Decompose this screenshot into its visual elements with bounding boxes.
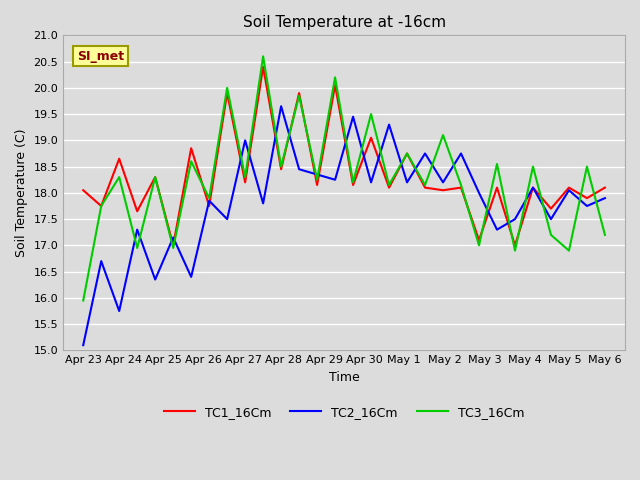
TC1_16Cm — [170, 242, 177, 248]
TC3_16Cm — [403, 151, 411, 156]
X-axis label: Time: Time — [329, 371, 360, 384]
TC2_16Cm — [385, 122, 393, 128]
TC2_16Cm — [421, 151, 429, 156]
TC3_16Cm — [385, 182, 393, 188]
TC3_16Cm — [511, 248, 519, 253]
Line: TC3_16Cm: TC3_16Cm — [83, 56, 605, 300]
TC3_16Cm — [133, 245, 141, 251]
TC2_16Cm — [601, 195, 609, 201]
TC2_16Cm — [205, 198, 213, 204]
TC2_16Cm — [133, 227, 141, 232]
TC1_16Cm — [313, 182, 321, 188]
TC3_16Cm — [565, 248, 573, 253]
TC3_16Cm — [259, 53, 267, 59]
TC1_16Cm — [223, 90, 231, 96]
TC3_16Cm — [223, 85, 231, 91]
TC1_16Cm — [332, 83, 339, 88]
TC1_16Cm — [493, 185, 501, 191]
TC3_16Cm — [367, 111, 375, 117]
TC2_16Cm — [241, 137, 249, 143]
TC2_16Cm — [403, 180, 411, 185]
TC3_16Cm — [277, 164, 285, 169]
TC1_16Cm — [295, 90, 303, 96]
TC1_16Cm — [601, 185, 609, 191]
Title: Soil Temperature at -16cm: Soil Temperature at -16cm — [243, 15, 445, 30]
TC1_16Cm — [583, 195, 591, 201]
TC2_16Cm — [97, 258, 105, 264]
TC2_16Cm — [259, 201, 267, 206]
TC1_16Cm — [529, 185, 537, 191]
TC1_16Cm — [259, 64, 267, 70]
TC1_16Cm — [277, 167, 285, 172]
TC2_16Cm — [188, 274, 195, 280]
TC2_16Cm — [313, 172, 321, 178]
TC2_16Cm — [223, 216, 231, 222]
TC2_16Cm — [79, 342, 87, 348]
TC1_16Cm — [475, 237, 483, 243]
TC1_16Cm — [349, 182, 357, 188]
TC1_16Cm — [97, 203, 105, 209]
TC1_16Cm — [367, 135, 375, 141]
TC2_16Cm — [295, 167, 303, 172]
TC1_16Cm — [511, 242, 519, 248]
TC3_16Cm — [547, 232, 555, 238]
TC3_16Cm — [79, 298, 87, 303]
TC1_16Cm — [205, 203, 213, 209]
TC3_16Cm — [475, 242, 483, 248]
Legend: TC1_16Cm, TC2_16Cm, TC3_16Cm: TC1_16Cm, TC2_16Cm, TC3_16Cm — [159, 401, 529, 424]
TC3_16Cm — [170, 245, 177, 251]
TC2_16Cm — [529, 185, 537, 191]
TC3_16Cm — [601, 232, 609, 238]
Text: SI_met: SI_met — [77, 49, 124, 62]
TC3_16Cm — [151, 174, 159, 180]
TC3_16Cm — [313, 177, 321, 182]
TC1_16Cm — [241, 180, 249, 185]
TC3_16Cm — [439, 132, 447, 138]
TC2_16Cm — [457, 151, 465, 156]
TC3_16Cm — [421, 182, 429, 188]
TC1_16Cm — [188, 145, 195, 151]
TC1_16Cm — [547, 206, 555, 212]
TC3_16Cm — [493, 161, 501, 167]
TC3_16Cm — [205, 195, 213, 201]
TC2_16Cm — [170, 235, 177, 240]
TC1_16Cm — [565, 185, 573, 191]
TC1_16Cm — [439, 187, 447, 193]
TC2_16Cm — [565, 187, 573, 193]
TC2_16Cm — [583, 203, 591, 209]
TC2_16Cm — [349, 114, 357, 120]
TC3_16Cm — [188, 158, 195, 164]
TC3_16Cm — [115, 174, 123, 180]
TC1_16Cm — [385, 185, 393, 191]
TC2_16Cm — [475, 190, 483, 196]
TC2_16Cm — [277, 103, 285, 109]
TC1_16Cm — [133, 208, 141, 214]
TC2_16Cm — [547, 216, 555, 222]
TC3_16Cm — [457, 182, 465, 188]
TC1_16Cm — [79, 187, 87, 193]
TC3_16Cm — [349, 180, 357, 185]
Line: TC2_16Cm: TC2_16Cm — [83, 106, 605, 345]
TC2_16Cm — [151, 276, 159, 282]
TC3_16Cm — [583, 164, 591, 169]
TC3_16Cm — [97, 203, 105, 209]
TC3_16Cm — [295, 93, 303, 98]
TC2_16Cm — [367, 180, 375, 185]
TC3_16Cm — [529, 164, 537, 169]
TC2_16Cm — [115, 308, 123, 314]
Line: TC1_16Cm: TC1_16Cm — [83, 67, 605, 245]
TC1_16Cm — [457, 185, 465, 191]
TC2_16Cm — [332, 177, 339, 182]
Y-axis label: Soil Temperature (C): Soil Temperature (C) — [15, 129, 28, 257]
TC3_16Cm — [332, 74, 339, 80]
TC3_16Cm — [241, 174, 249, 180]
TC1_16Cm — [151, 174, 159, 180]
TC2_16Cm — [439, 180, 447, 185]
TC1_16Cm — [115, 156, 123, 162]
TC2_16Cm — [493, 227, 501, 232]
TC2_16Cm — [511, 216, 519, 222]
TC1_16Cm — [403, 151, 411, 156]
TC1_16Cm — [421, 185, 429, 191]
